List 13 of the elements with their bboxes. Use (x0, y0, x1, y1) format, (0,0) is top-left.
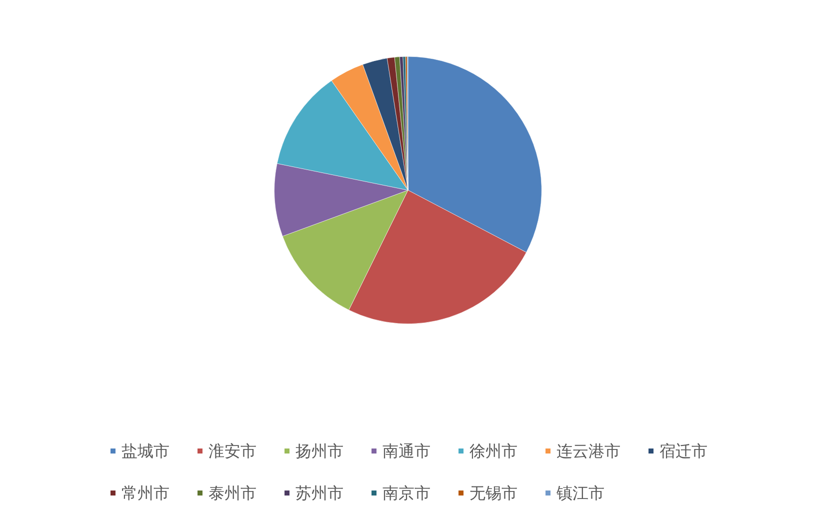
legend-label: 连云港市 (556, 442, 620, 460)
legend-label: 苏州市 (296, 484, 344, 502)
legend-label: 泰州市 (208, 484, 256, 502)
legend-label: 镇江市 (556, 484, 604, 502)
legend-label: 南京市 (382, 484, 430, 502)
legend-label: 淮安市 (208, 442, 256, 460)
legend-label: 常州市 (122, 484, 170, 502)
legend-label: 盐城市 (122, 442, 170, 460)
legend-label: 无锡市 (470, 484, 518, 502)
legend-label: 扬州市 (296, 442, 344, 460)
legend-label: 徐州市 (470, 442, 518, 460)
legend-label: 南通市 (382, 442, 430, 460)
legend-label: 宿迁市 (660, 442, 708, 460)
